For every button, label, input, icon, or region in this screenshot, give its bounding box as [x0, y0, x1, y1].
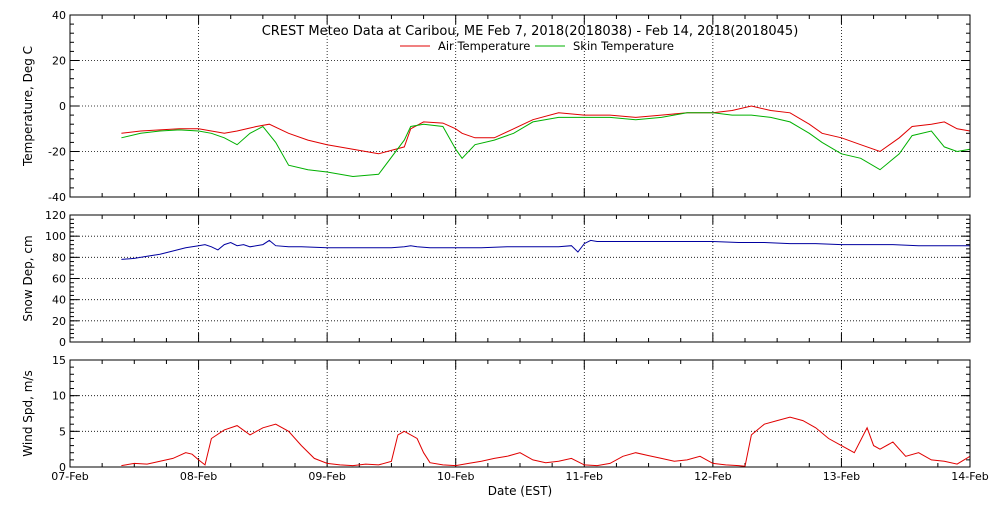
y-axis-title: Wind Spd, m/s: [21, 370, 35, 456]
x-tick-label: 12-Feb: [694, 470, 731, 483]
y-tick-label: -20: [48, 146, 66, 159]
y-tick-label: 40: [52, 294, 66, 307]
legend-label: Skin Temperature: [573, 39, 674, 53]
y-tick-label: 20: [52, 55, 66, 68]
x-tick-label: 10-Feb: [437, 470, 474, 483]
x-tick-label: 08-Feb: [180, 470, 217, 483]
y-tick-label: 80: [52, 251, 66, 264]
panel-frame: [69, 359, 971, 468]
y-tick-label: 10: [52, 390, 66, 403]
legend-label: Air Temperature: [438, 39, 530, 53]
y-axis-title: Snow Dep, cm: [21, 235, 35, 321]
y-tick-label: -40: [48, 191, 66, 204]
x-tick-label: 09-Feb: [308, 470, 345, 483]
panels: -40 -20 0 20 40 Temperature, Deg C 0 20 40 60 80 10…: [21, 9, 989, 498]
x-tick-label: 11-Feb: [566, 470, 603, 483]
y-tick-label: 120: [45, 209, 66, 222]
y-axis-title: Temperature, Deg C: [21, 46, 35, 167]
x-tick-label: 14-Feb: [951, 470, 988, 483]
series-line-air-temperature: [121, 105, 971, 155]
series-line-panel3-series0: [121, 416, 971, 467]
panel-frame: [69, 14, 971, 198]
y-tick-label: 0: [59, 336, 66, 349]
y-tick-label: 0: [59, 461, 66, 474]
y-tick-label: 15: [52, 354, 66, 367]
y-tick-label: 20: [52, 315, 66, 328]
chart-title: CREST Meteo Data at Caribou, ME Feb 7, 2…: [262, 24, 799, 39]
panel-2: 0 20 40 60 80 100 120 Snow Dep, cm: [21, 209, 971, 349]
legend: Air Temperature Skin Temperature: [400, 39, 674, 53]
x-axis-title: Date (EST): [488, 484, 552, 498]
y-tick-label: 0: [59, 100, 66, 113]
panel-3: 0 5 10 15 Wind Spd, m/s 07-Feb 08-Feb 09-Feb 10-…: [21, 354, 989, 498]
panel-frame: [69, 214, 971, 343]
y-tick-label: 60: [52, 273, 66, 286]
series-line-skin-temperature: [121, 112, 971, 178]
panel-1: -40 -20 0 20 40 Temperature, Deg C: [21, 9, 971, 204]
x-tick-label: 13-Feb: [823, 470, 860, 483]
y-tick-label: 40: [52, 9, 66, 22]
x-tick-label: 07-Feb: [51, 470, 88, 483]
series-line-panel2-series0: [121, 239, 970, 260]
y-tick-label: 5: [59, 425, 66, 438]
y-tick-label: 100: [45, 230, 66, 243]
